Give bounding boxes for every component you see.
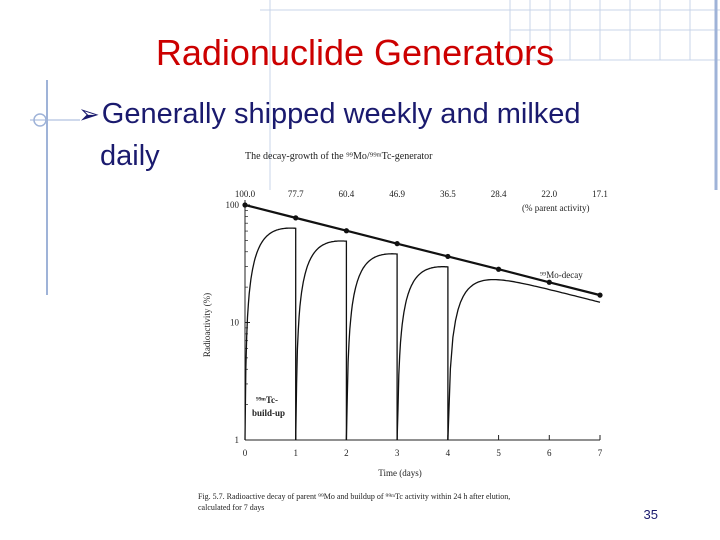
tc-buildup-label-1: ⁹⁹ᵐTc-: [256, 395, 278, 405]
top-value-label: 77.7: [288, 189, 304, 199]
left-accent-decoration: [30, 80, 80, 295]
x-tick-label: 3: [395, 448, 400, 458]
top-value-label: 60.4: [339, 189, 355, 199]
tc-buildup-label-2: build-up: [252, 408, 285, 418]
y-tick-label: 100: [226, 200, 240, 210]
decay-chart: The decay-growth of the ⁹⁹Mo/⁹⁹ᵐTc-gener…: [198, 151, 608, 512]
mo-decay-label: ⁹⁹Mo-decay: [540, 270, 583, 280]
figure-caption-line-1: Fig. 5.7. Radioactive decay of parent ⁹⁹…: [198, 492, 510, 501]
mo-decay-point: [495, 266, 502, 272]
top-value-label: 22.0: [541, 189, 557, 199]
bullet-text: Generally shipped weekly and milked: [101, 98, 581, 130]
mo-decay-point: [546, 279, 552, 285]
x-tick-label: 7: [598, 448, 603, 458]
x-axis-label: Time (days): [378, 468, 421, 478]
top-value-label: 17.1: [592, 189, 608, 199]
slide-title: Radionuclide Generators: [155, 32, 555, 73]
x-tick-label: 0: [243, 448, 248, 458]
top-value-label: 46.9: [389, 189, 405, 199]
x-tick-label: 5: [496, 448, 501, 458]
x-tick-label: 6: [547, 448, 552, 458]
x-tick-label: 2: [344, 448, 349, 458]
y-tick-label: 1: [235, 435, 240, 445]
figure-caption-line-2: calculated for 7 days: [198, 503, 264, 512]
figure-title: The decay-growth of the ⁹⁹Mo/⁹⁹ᵐTc-gener…: [245, 151, 433, 162]
top-values-note: (% parent activity): [522, 203, 589, 213]
mo-decay-point: [394, 241, 400, 247]
x-tick-label: 4: [446, 448, 451, 458]
y-axis-label: Radioactivity (%): [202, 293, 212, 357]
bullet-item: ➢Generally shipped weekly and milked: [78, 98, 581, 131]
mo-decay-point: [293, 215, 299, 221]
tc-buildup-curve: [447, 278, 601, 441]
mo-decay-point: [343, 228, 350, 234]
mo-decay-line: [244, 203, 601, 297]
page-number: 35: [643, 507, 658, 522]
top-value-label: 100.0: [235, 189, 256, 199]
top-value-label: 28.4: [491, 189, 507, 199]
mo-decay-point: [445, 253, 451, 260]
x-tick-label: 1: [293, 448, 298, 458]
accent-circle: [33, 113, 47, 127]
arrow-bullet-icon: ➢: [78, 99, 100, 129]
top-value-label: 36.5: [440, 189, 456, 199]
tc-buildup-curve: [345, 253, 398, 441]
background-grid-decoration: [260, 0, 720, 190]
mo-decay-point: [597, 292, 603, 298]
mo-decay-point: [242, 202, 248, 208]
tc-buildup-curve: [295, 240, 348, 441]
tc-buildup-curve: [396, 266, 449, 441]
bullet-continuation: daily: [100, 140, 160, 172]
tc-buildup-curve: [244, 227, 297, 441]
y-tick-label: 10: [230, 318, 240, 328]
